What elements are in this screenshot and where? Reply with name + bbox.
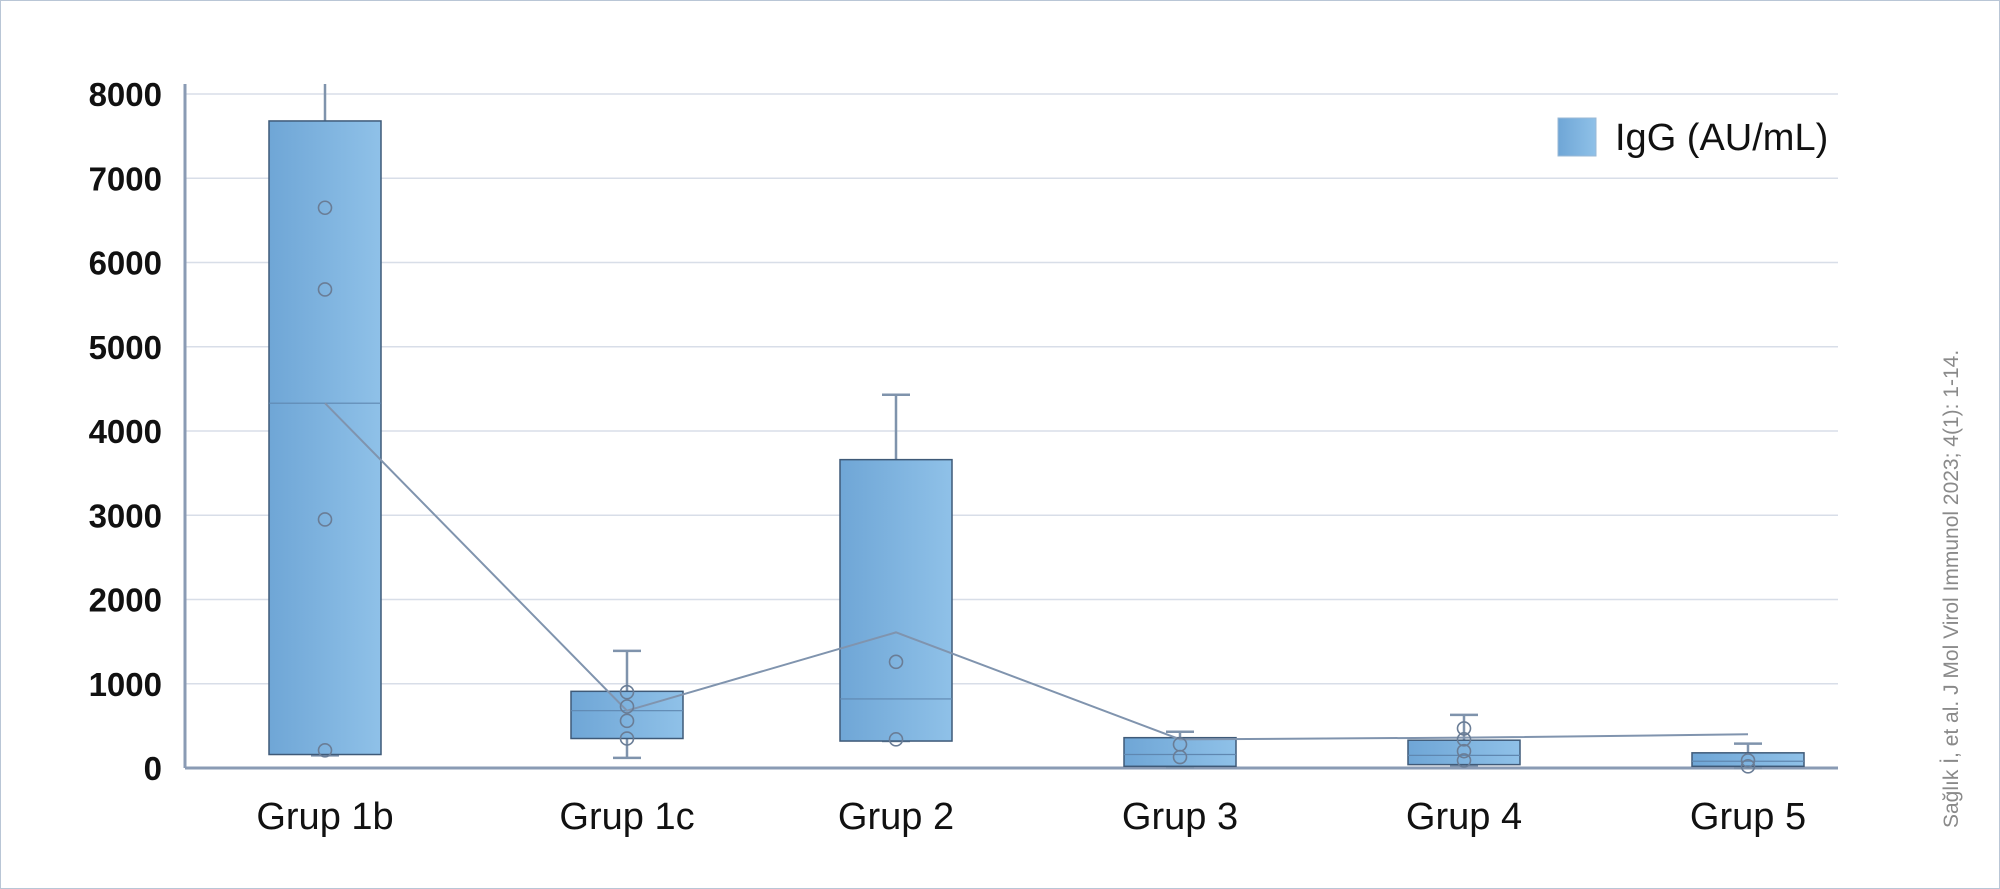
data-point <box>317 512 333 527</box>
y-tick-label: 8000 <box>89 76 162 113</box>
box-rect <box>839 458 953 742</box>
data-point <box>619 699 635 714</box>
y-tick-label: 1000 <box>89 666 162 703</box>
data-point <box>1740 753 1756 768</box>
legend: IgG (AU/mL) <box>1557 117 1828 159</box>
x-tick-label: Grup 5 <box>1690 796 1806 838</box>
box-grup-1b <box>268 84 382 757</box>
data-point <box>1456 743 1472 759</box>
data-point <box>619 684 635 700</box>
x-tick-label: Grup 2 <box>838 796 954 838</box>
x-axis-ticks: Grup 1b Grup 1c Grup 2 Grup 3 Grup 4 Grup 5 <box>256 796 1806 838</box>
x-tick-label: Grup 4 <box>1406 796 1522 838</box>
outlier-points <box>317 200 1756 774</box>
x-tick-label: Grup 1c <box>559 796 694 838</box>
data-point <box>1456 753 1472 768</box>
axes <box>183 84 1838 770</box>
mean-line <box>324 402 1749 741</box>
data-point <box>1172 737 1188 752</box>
y-tick-label: 3000 <box>89 497 162 534</box>
y-tick-label: 7000 <box>89 160 162 197</box>
x-tick-label: Grup 3 <box>1122 796 1238 838</box>
legend-label: IgG (AU/mL) <box>1615 117 1828 159</box>
box-grup-1c <box>570 649 684 760</box>
legend-swatch <box>1557 117 1597 157</box>
data-point <box>1740 759 1756 774</box>
box-rect <box>1123 736 1237 768</box>
citation-text: Sağlık İ, et al. J Mol Virol Immunol 202… <box>1940 349 1963 828</box>
box-grup-3 <box>1123 730 1237 769</box>
data-point <box>888 732 904 747</box>
y-tick-label: 4000 <box>89 413 162 450</box>
x-tick-label: Grup 1b <box>256 796 393 838</box>
data-point <box>1456 732 1472 747</box>
mean-line-layer <box>324 402 1749 741</box>
data-point <box>619 713 635 729</box>
y-tick-label: 5000 <box>89 329 162 366</box>
box-grup-2 <box>839 393 953 743</box>
y-tick-label: 0 <box>144 750 162 787</box>
y-tick-label: 2000 <box>89 582 162 619</box>
data-point <box>619 731 635 746</box>
data-point <box>317 200 333 216</box>
data-point <box>1456 721 1472 736</box>
data-point <box>317 743 333 758</box>
data-point <box>888 654 904 670</box>
box-grup-5 <box>1691 742 1805 770</box>
box-rect <box>268 120 382 756</box>
data-point <box>317 282 333 297</box>
box-series <box>268 84 1805 770</box>
y-tick-label: 6000 <box>89 245 162 282</box>
grid-lines <box>185 93 1838 685</box>
y-axis-ticks: 0 1000 2000 3000 4000 5000 6000 7000 8000 <box>89 76 162 787</box>
